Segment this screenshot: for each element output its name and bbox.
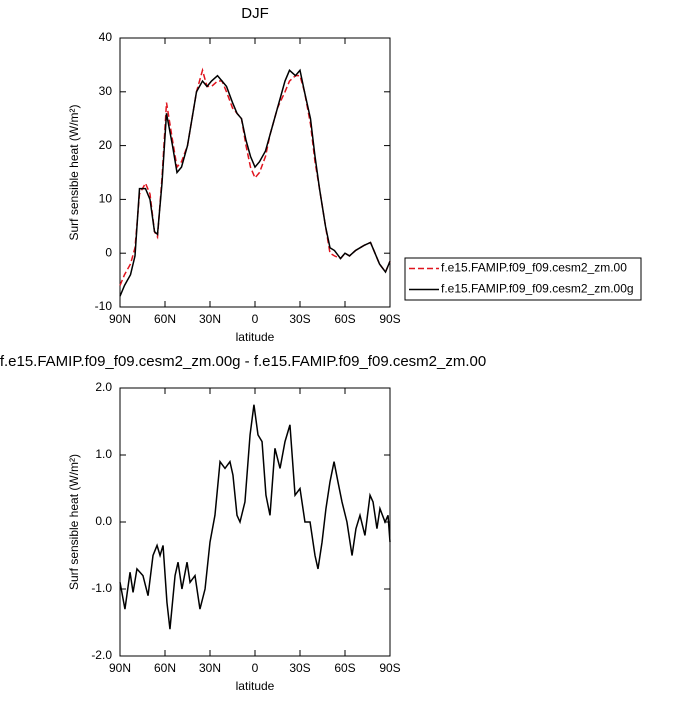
y-tick-label: 10 xyxy=(99,192,113,206)
x-tick-label: 30N xyxy=(199,312,221,326)
x-tick-label: 60N xyxy=(154,312,176,326)
y-tick-label: 30 xyxy=(99,84,113,98)
data-line xyxy=(119,404,391,630)
y-tick-label: -10 xyxy=(95,299,113,313)
y-tick-label: 1.0 xyxy=(95,447,112,461)
y-tick-label: 2.0 xyxy=(95,380,112,394)
data-line xyxy=(119,68,391,297)
data-line xyxy=(119,67,391,286)
x-axis-label: latitude xyxy=(236,679,275,693)
plot-frame xyxy=(119,387,391,657)
y-tick-label: -2.0 xyxy=(91,648,112,662)
x-tick-label: 90N xyxy=(109,661,131,675)
legend-label: f.e15.FAMIP.f09_f09.cesm2_zm.00g xyxy=(441,282,634,296)
x-tick-label: 0 xyxy=(252,312,259,326)
y-tick-label: 40 xyxy=(99,30,113,44)
y-axis-label: Surf sensible heat (W/m²) xyxy=(67,104,81,240)
x-tick-label: 0 xyxy=(252,661,259,675)
x-tick-label: 90S xyxy=(379,312,400,326)
legend-label: f.e15.FAMIP.f09_f09.cesm2_zm.00 xyxy=(441,261,627,275)
x-tick-label: 60S xyxy=(334,312,355,326)
y-tick-label: 0.0 xyxy=(95,514,112,528)
plot-frame xyxy=(119,37,391,308)
y-tick-label: 0 xyxy=(105,245,112,259)
x-tick-label: 60N xyxy=(154,661,176,675)
legend-box xyxy=(404,257,642,301)
chart-title: f.e15.FAMIP.f09_f09.cesm2_zm.00g - f.e15… xyxy=(0,353,486,370)
x-tick-label: 30S xyxy=(289,312,310,326)
y-tick-label: 20 xyxy=(99,138,113,152)
x-tick-label: 30S xyxy=(289,661,310,675)
x-tick-label: 90S xyxy=(379,661,400,675)
x-tick-label: 30N xyxy=(199,661,221,675)
x-axis-label: latitude xyxy=(236,330,275,344)
x-tick-label: 60S xyxy=(334,661,355,675)
chart-title: DJF xyxy=(241,5,269,22)
y-tick-label: -1.0 xyxy=(91,581,112,595)
x-tick-label: 90N xyxy=(109,312,131,326)
y-axis-label: Surf sensible heat (W/m²) xyxy=(67,454,81,590)
